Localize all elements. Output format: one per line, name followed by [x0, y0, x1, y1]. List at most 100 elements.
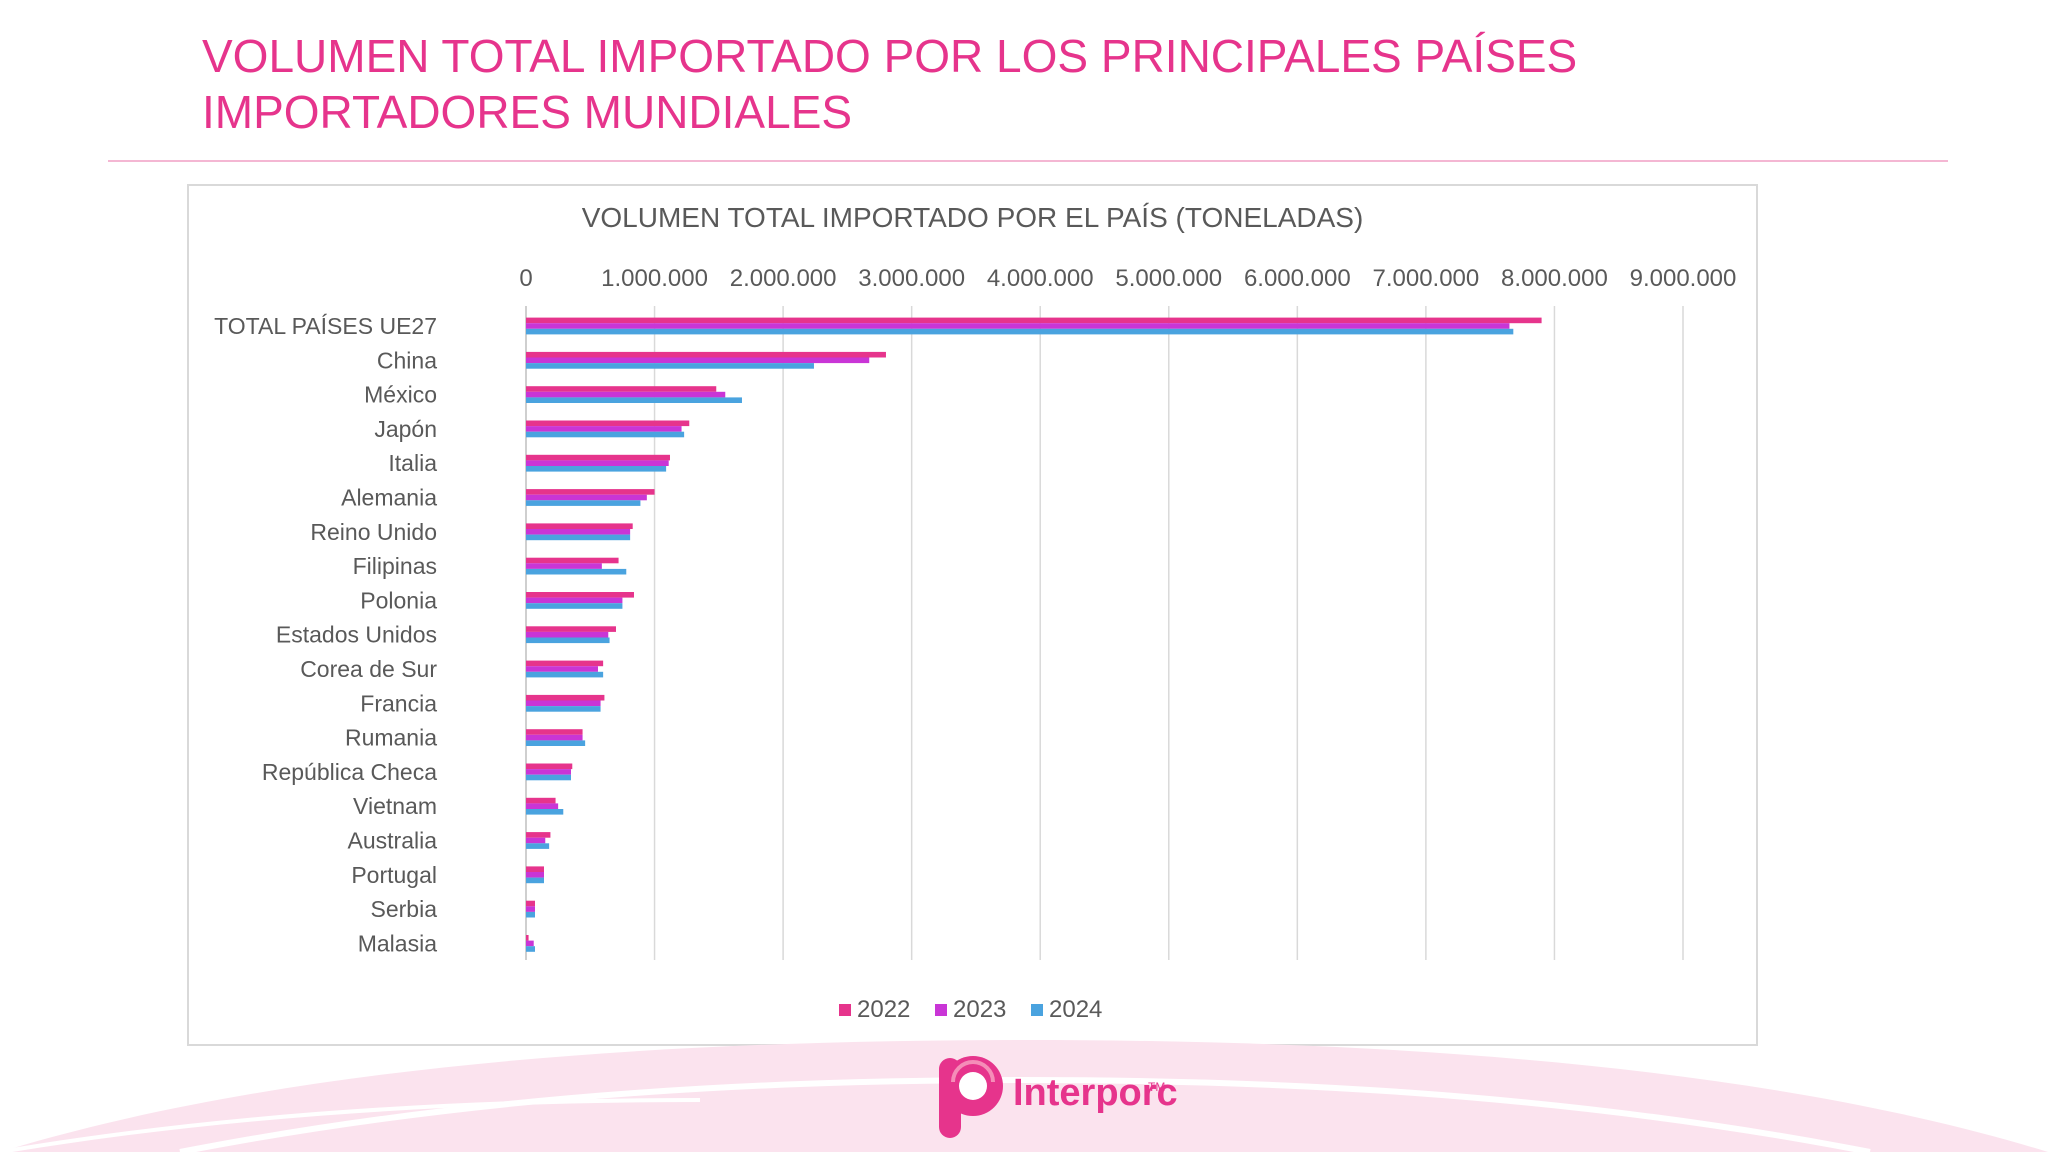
bar-2022: [526, 523, 633, 529]
bar-2023: [526, 666, 598, 672]
category-label: Estados Unidos: [276, 622, 437, 648]
x-tick-label: 7.000.000: [1372, 265, 1479, 292]
category-label: Australia: [348, 828, 438, 854]
bar-2022: [526, 317, 1542, 324]
bar-2023: [526, 872, 544, 878]
bar-2024: [526, 877, 544, 884]
category-label: Vietnam: [353, 793, 437, 819]
bar-2024: [526, 534, 631, 541]
bar-2022: [526, 626, 616, 632]
bar-2023: [526, 906, 535, 912]
bar-2023: [526, 631, 609, 638]
bar-2024: [526, 500, 641, 506]
category-label: Serbia: [371, 896, 438, 922]
category-label: República Checa: [262, 759, 437, 785]
category-label: Reino Unido: [310, 519, 437, 545]
category-label: Polonia: [360, 587, 437, 613]
chart-title: VOLUMEN TOTAL IMPORTADO POR EL PAÍS (TON…: [581, 202, 1364, 233]
chart-frame: VOLUMEN TOTAL IMPORTADO POR EL PAÍS (TON…: [187, 184, 1758, 1046]
bar-2023: [526, 460, 669, 466]
bar-2023: [526, 837, 546, 844]
legend-swatch-2023: [935, 1004, 947, 1016]
logo-text: Interporc: [1013, 1072, 1178, 1114]
bar-2023: [526, 734, 583, 741]
bar-2024: [526, 740, 586, 746]
category-label: Malasia: [358, 930, 437, 956]
bar-2023: [526, 700, 601, 707]
title-divider: [108, 160, 1948, 162]
bar-2024: [526, 637, 610, 644]
bar-2023: [526, 391, 726, 398]
legend-label: 2023: [953, 996, 1006, 1023]
bar-2024: [526, 397, 742, 403]
category-label: Italia: [388, 450, 437, 476]
bar-2024: [526, 363, 814, 369]
bar-2024: [526, 466, 667, 472]
x-tick-label: 8.000.000: [1501, 265, 1608, 292]
bar-2024: [526, 809, 564, 815]
bar-2023: [526, 940, 534, 947]
bar-2022: [526, 797, 556, 804]
x-tick-label: 6.000.000: [1244, 265, 1351, 292]
category-label: Corea de Sur: [300, 656, 437, 682]
bar-2022: [526, 763, 573, 770]
bar-2022: [526, 420, 690, 427]
legend-swatch-2022: [839, 1004, 851, 1016]
bar-2023: [526, 769, 571, 775]
bar-2023: [526, 323, 1510, 329]
category-label: Japón: [374, 416, 437, 442]
bar-2024: [526, 946, 535, 952]
bar-2023: [526, 494, 647, 501]
bar-2022: [526, 489, 655, 495]
bar-2023: [526, 803, 559, 809]
logo-trademark: TM: [1148, 1080, 1166, 1094]
bar-2022: [526, 694, 605, 701]
category-label: Alemania: [341, 485, 437, 511]
legend-label: 2022: [857, 996, 910, 1023]
bar-2024: [526, 774, 571, 781]
bar-2023: [526, 563, 602, 569]
bar-2022: [526, 729, 583, 735]
interporc-logo: Interporc TM: [935, 1052, 1178, 1142]
bar-2022: [526, 866, 544, 872]
bar-2024: [526, 603, 623, 609]
category-label: Portugal: [351, 862, 437, 888]
bar-2023: [526, 529, 631, 535]
bar-chart: 0 1.000.000 2.000.000 3.000.000 4.000.000 5.0…: [214, 265, 1737, 1023]
bar-2022: [526, 557, 619, 564]
category-label: Rumania: [345, 725, 437, 751]
x-tick-label: 1.000.000: [601, 265, 708, 292]
category-label: Francia: [360, 690, 437, 716]
bar-2023: [526, 426, 682, 432]
bar-2024: [526, 671, 604, 678]
footer-decoration: [0, 1040, 2048, 1152]
legend-swatch-2024: [1031, 1004, 1043, 1016]
bar-2022: [526, 900, 535, 907]
legend-label: 2024: [1049, 996, 1102, 1023]
bar-2022: [526, 832, 551, 838]
bar-2022: [526, 454, 670, 461]
x-tick-label: 5.000.000: [1115, 265, 1222, 292]
bar-2024: [526, 568, 627, 575]
bar-2022: [526, 935, 529, 941]
bar-2023: [526, 597, 623, 604]
bar-2022: [526, 592, 634, 598]
bar-2024: [526, 431, 685, 438]
slide-title: VOLUMEN TOTAL IMPORTADO POR LOS PRINCIPA…: [202, 30, 1578, 138]
bar-2022: [526, 386, 717, 392]
x-tick-label: 4.000.000: [987, 265, 1094, 292]
category-label: TOTAL PAÍSES UE27: [214, 313, 437, 339]
bar-2024: [526, 328, 1514, 335]
bar-2023: [526, 357, 870, 364]
bar-2024: [526, 911, 535, 918]
x-tick-label: 2.000.000: [730, 265, 837, 292]
x-tick-label: 9.000.000: [1630, 265, 1737, 292]
bar-2022: [526, 351, 886, 358]
x-tick-label: 3.000.000: [858, 265, 965, 292]
category-label: México: [364, 382, 437, 408]
x-tick-label: 0: [519, 265, 532, 292]
bar-2022: [526, 660, 604, 667]
logo-p-icon: [939, 1056, 1003, 1138]
category-label: Filipinas: [353, 553, 437, 579]
bar-2024: [526, 843, 550, 849]
